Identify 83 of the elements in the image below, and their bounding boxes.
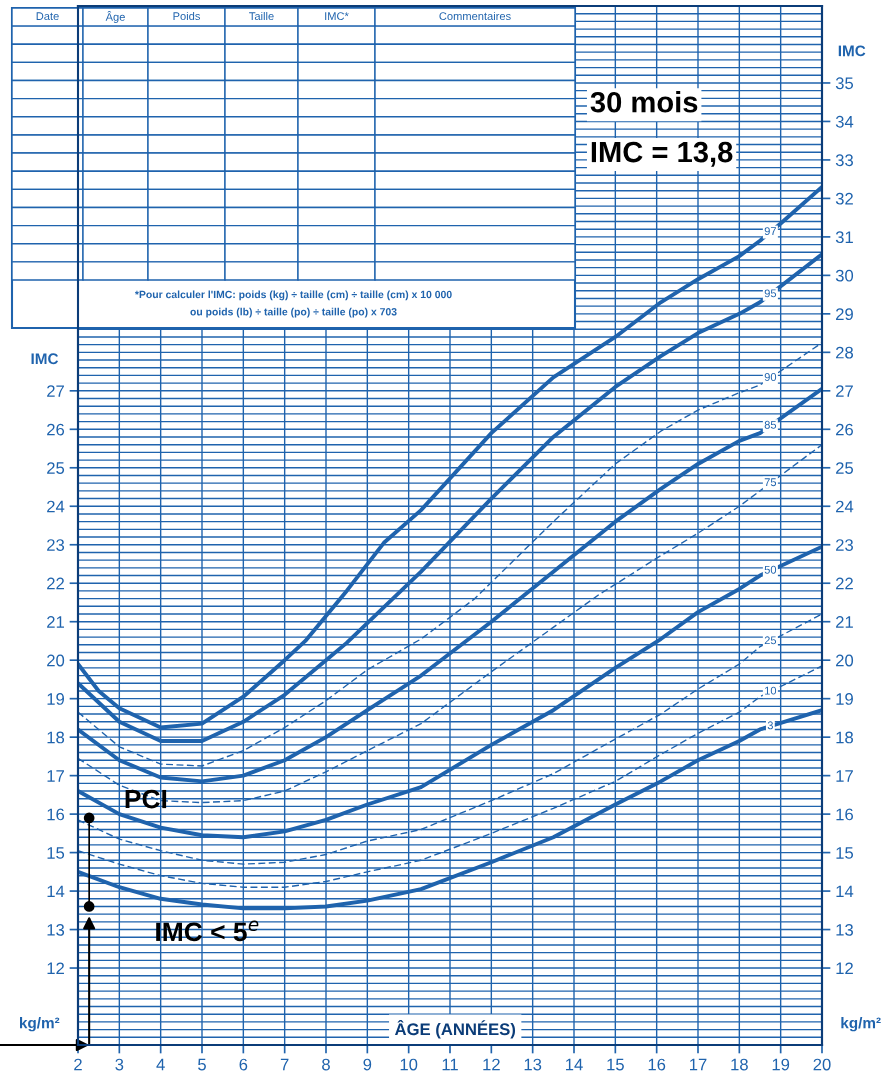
y-tick-label: 17 (47, 770, 64, 782)
y2-tick-label: 14 (836, 885, 854, 898)
series-label: 90 (764, 373, 777, 381)
y-tick-label: 25 (47, 462, 65, 474)
x-tick-label: 20 (813, 1058, 831, 1071)
series-label: 3 (767, 721, 773, 730)
y2-tick-label: 33 (835, 154, 853, 167)
annotation: Poids (173, 11, 200, 21)
annotation: IMC = 13,8 (591, 141, 733, 167)
text: kg/m² (20, 1017, 60, 1032)
y2-axis-title: IMC (838, 45, 866, 57)
annotation: *Pour calculer l'IMC: poids (kg) ÷ taille (cm) ÷ taille (cm) x 10 000 (134, 290, 452, 301)
series-label: 10 (765, 686, 777, 695)
annotation: ou poids (lb) ÷ taille (po) ÷ taille (po) x 703 (190, 307, 397, 318)
y2-tick-label: 21 (836, 616, 853, 628)
annotation: IMC* (325, 12, 349, 21)
y-tick-label: 19 (47, 693, 65, 705)
x-tick-label: 11 (442, 1058, 458, 1071)
y2-tick-label: 23 (836, 539, 853, 551)
y2-tick-label: 16 (836, 808, 853, 821)
x-tick-label: 5 (198, 1058, 206, 1071)
y-tick-label: 24 (47, 500, 65, 513)
x-tick-label: 3 (115, 1058, 124, 1071)
y2-tick-label: 17 (836, 770, 853, 782)
x-tick-label: 6 (239, 1058, 248, 1071)
y-tick-label: 20 (47, 654, 65, 667)
y2-tick-label: 12 (836, 962, 853, 975)
annotation: 30 mois (590, 91, 698, 113)
x-axis-title: ÂGE (ANNÉES) (394, 1020, 516, 1039)
y-tick-label: 21 (47, 616, 64, 628)
y-axis-title: IMC (31, 353, 59, 365)
y-tick-label: 22 (47, 577, 64, 590)
y2-tick-label: 35 (835, 77, 854, 90)
y-tick-label: 23 (47, 539, 65, 551)
y2-tick-label: 19 (836, 693, 853, 705)
y2-tick-label: 24 (836, 500, 854, 513)
y-tick-label: 15 (47, 847, 65, 859)
series-label: 97 (764, 227, 776, 236)
x-tick-label: 16 (648, 1058, 666, 1071)
y2-tick-label: 30 (835, 269, 854, 282)
x-tick-label: 13 (524, 1058, 542, 1071)
y2-tick-label: 34 (835, 115, 854, 128)
y-tick-label: 12 (47, 962, 64, 975)
y-tick-label: 14 (47, 885, 65, 898)
annotation: Commentaires (439, 11, 511, 21)
y2-tick-label: 20 (836, 654, 854, 667)
x-tick-label: 12 (483, 1058, 500, 1071)
x-tick-label: 8 (322, 1058, 330, 1071)
y2-tick-label: 25 (836, 462, 854, 474)
x-tick-label: 10 (400, 1058, 418, 1071)
x-tick-label: 15 (607, 1058, 624, 1071)
y-tick-label: 16 (47, 808, 65, 821)
annotation: Taille (249, 11, 274, 21)
x-tick-label: 7 (280, 1058, 289, 1071)
y2-tick-label: 31 (835, 231, 853, 244)
y2-tick-label: 32 (835, 192, 853, 205)
x-tick-label: 14 (566, 1058, 583, 1071)
x-tick-label: 19 (772, 1058, 790, 1071)
y-tick-label: 13 (47, 923, 65, 936)
annotation: Âge (105, 11, 125, 24)
y2-tick-label: 18 (836, 731, 854, 744)
y-tick-label: 27 (47, 385, 64, 397)
series-label: 75 (764, 478, 777, 487)
y2-tick-label: 22 (836, 577, 853, 590)
x-tick-label: 17 (690, 1058, 707, 1071)
y-tick-label: 18 (47, 731, 65, 744)
y2-tick-label: 26 (836, 423, 853, 436)
y2-tick-label: 13 (836, 923, 853, 936)
series-label: 85 (764, 420, 777, 429)
x-tick-label: 4 (156, 1058, 165, 1071)
y2-tick-label: 15 (836, 847, 854, 859)
y2-tick-label: 29 (836, 308, 853, 321)
x-tick-label: 18 (731, 1058, 748, 1071)
series-label: 25 (764, 636, 777, 645)
series-label: 95 (764, 289, 777, 298)
y-tick-label: 26 (47, 423, 65, 436)
y2-tick-label: 28 (836, 346, 854, 359)
y2-tick-label: 27 (836, 385, 853, 397)
text: kg/m² (841, 1017, 881, 1032)
x-tick-label: 9 (363, 1058, 372, 1071)
x-tick-label: 2 (74, 1058, 82, 1071)
text: Date (36, 12, 59, 21)
series-label: 50 (764, 565, 777, 574)
